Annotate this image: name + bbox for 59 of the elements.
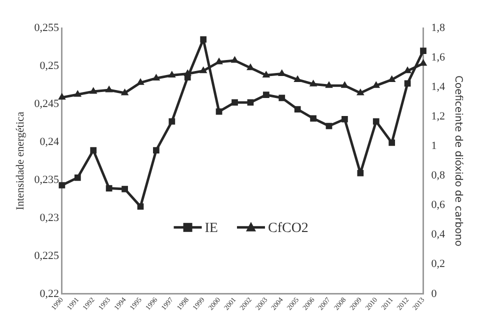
point: [372, 81, 380, 88]
y-tick-label: 0,25: [40, 60, 60, 72]
point: [232, 99, 238, 106]
point: [122, 186, 128, 192]
point: [310, 115, 316, 122]
point: [309, 80, 318, 86]
point: [58, 182, 66, 188]
y2-tick-label: 1,6: [431, 51, 446, 64]
point: [90, 147, 97, 154]
point: [388, 140, 396, 146]
point: [74, 90, 82, 97]
point: [246, 63, 254, 70]
y-axis-title: Intensidade energética: [14, 112, 26, 210]
y-tick-label: 0,255: [34, 22, 60, 34]
point: [262, 70, 270, 78]
y-tick-label: 0,23: [40, 212, 60, 224]
y2-tick-label: 1,2: [431, 110, 445, 123]
point: [120, 88, 129, 96]
y2-axis-title: Coeficeinte de dióxido de carbono: [452, 76, 464, 246]
y-tick-label: 0,225: [34, 250, 60, 262]
y2-tick-label: 0,6: [431, 199, 446, 212]
point: [200, 36, 207, 43]
y-tick-label: 0,245: [34, 98, 60, 110]
point: [404, 66, 412, 74]
point: [74, 174, 81, 181]
y-tick-label: 0,24: [40, 136, 60, 148]
point: [153, 147, 160, 154]
point: [278, 94, 286, 102]
point: [262, 92, 270, 98]
point: [420, 48, 426, 54]
y-tick-label: 0,235: [34, 174, 60, 186]
point: [89, 87, 98, 94]
point: [357, 170, 364, 176]
point: [168, 70, 176, 78]
y2-tick-label: 0,4: [431, 228, 446, 241]
point: [58, 92, 66, 100]
point: [106, 185, 112, 192]
point: [372, 118, 380, 125]
y2-tick-label: 1: [431, 140, 437, 152]
legend-label: CfCO2: [268, 221, 308, 236]
y2-tick-label: 0,8: [431, 170, 446, 182]
point: [294, 106, 301, 112]
point: [105, 86, 113, 92]
point: [294, 75, 302, 82]
y2-tick-label: 1,8: [431, 22, 446, 34]
point: [325, 81, 333, 88]
point: [342, 116, 348, 122]
point: [152, 74, 160, 80]
point: [215, 57, 223, 64]
point: [168, 118, 176, 125]
point: [184, 69, 192, 76]
y2-tick-label: 1,4: [431, 80, 446, 93]
point: [199, 66, 208, 74]
y-tick-label: 0,22: [40, 288, 59, 300]
point: [356, 88, 364, 96]
y2-tick-label: 0: [431, 288, 438, 300]
point: [136, 78, 144, 85]
legend-label: IE: [204, 221, 218, 236]
y2-tick-label: 0,2: [431, 258, 445, 270]
